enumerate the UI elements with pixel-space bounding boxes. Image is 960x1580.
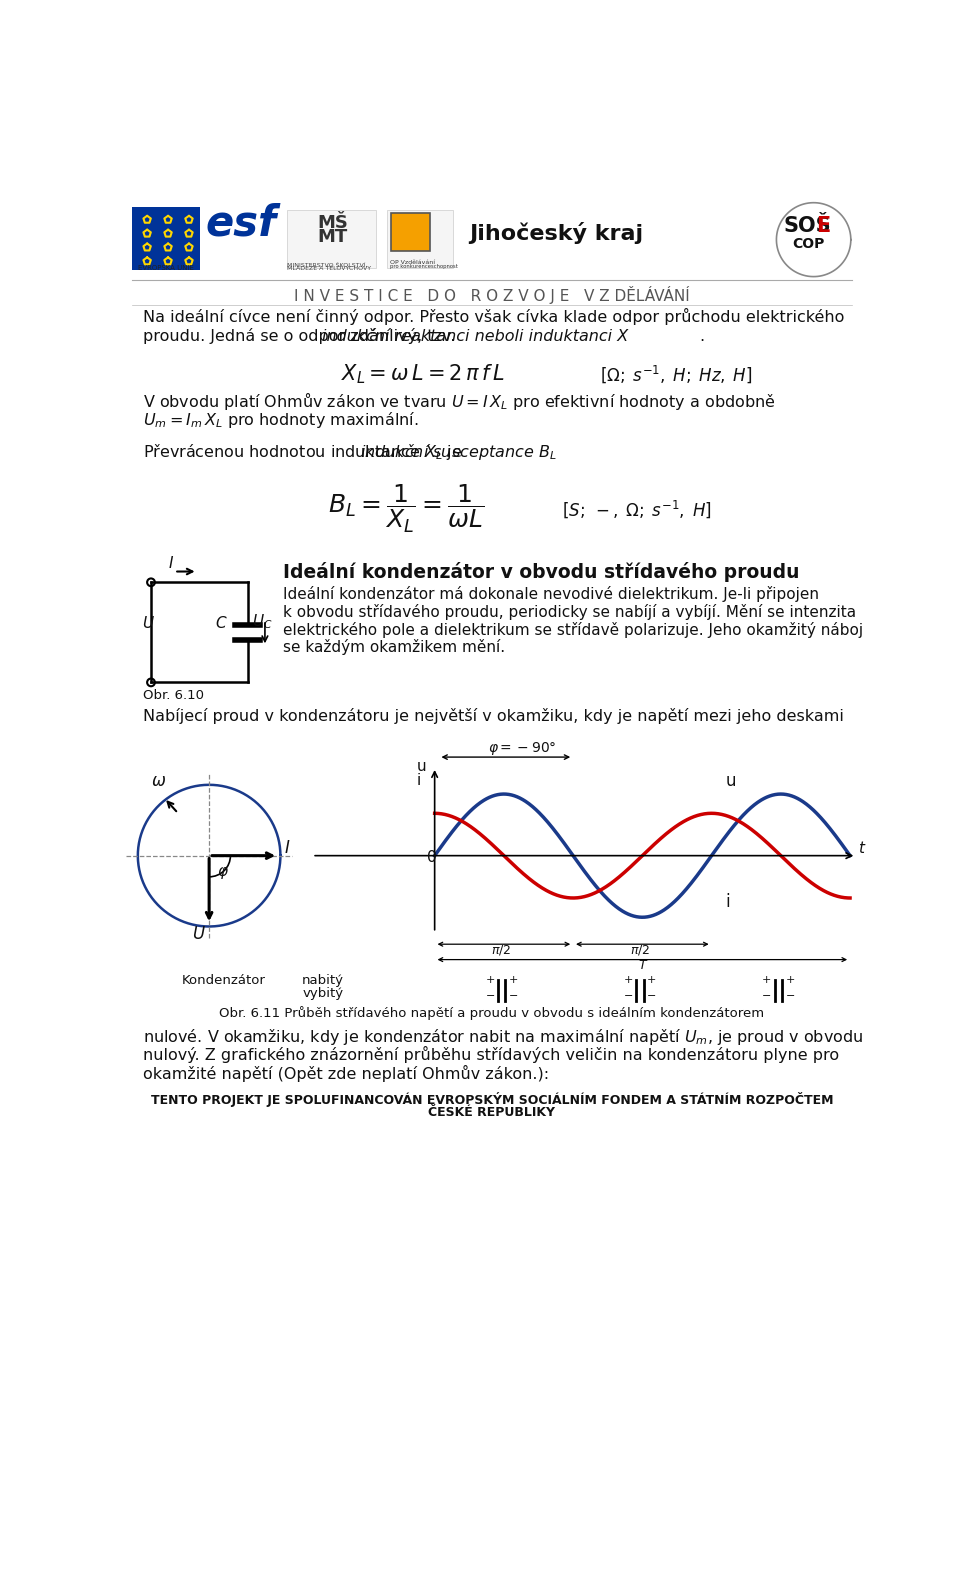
Text: nulové. V okamžiku, kdy je kondenzátor nabit na maximální napětí $U_m$, je proud: nulové. V okamžiku, kdy je kondenzátor n…	[143, 1027, 863, 1048]
Text: $B_L = \dfrac{1}{X_L} = \dfrac{1}{\omega L}$: $B_L = \dfrac{1}{X_L} = \dfrac{1}{\omega…	[328, 483, 485, 536]
Text: $T$: $T$	[638, 959, 649, 972]
Text: $+$: $+$	[761, 973, 772, 984]
Text: se každým okamžikem mění.: se každým okamžikem mění.	[283, 640, 505, 656]
Text: MT: MT	[318, 228, 348, 246]
Text: Na ideální cívce není činný odpor. Přesto však cívka klade odpor průchodu elektr: Na ideální cívce není činný odpor. Přest…	[143, 308, 845, 325]
Text: MINISTERSTVO ŠKOLSTVÍ,: MINISTERSTVO ŠKOLSTVÍ,	[287, 262, 368, 267]
Text: V obvodu platí Ohmův zákon ve tvaru $U = I\,X_L$ pro efektivní hodnoty a obdobně: V obvodu platí Ohmův zákon ve tvaru $U =…	[143, 390, 776, 412]
Text: .: .	[700, 329, 705, 343]
Text: $I$: $I$	[168, 556, 174, 572]
Text: $U_m = I_m\,X_L$ pro hodnoty maximální.: $U_m = I_m\,X_L$ pro hodnoty maximální.	[143, 411, 419, 430]
Text: $-$: $-$	[485, 989, 494, 999]
Text: okamžité napětí (Opět zde neplatí Ohmův zákon.):: okamžité napětí (Opět zde neplatí Ohmův …	[143, 1065, 549, 1082]
Text: Převrácenou hodnotou induktance $X_L$ je: Převrácenou hodnotou induktance $X_L$ je	[143, 442, 464, 461]
Text: $\varphi = -90°$: $\varphi = -90°$	[489, 741, 557, 757]
Text: $t$: $t$	[858, 841, 866, 856]
Text: $\pi/2$: $\pi/2$	[630, 943, 650, 957]
Text: indukční susceptance $B_L$: indukční susceptance $B_L$	[360, 442, 557, 461]
Text: $-$: $-$	[784, 989, 795, 999]
Text: $X_L = \omega\, L = 2\,\pi\,f\,L$: $X_L = \omega\, L = 2\,\pi\,f\,L$	[341, 362, 504, 386]
Text: SOŠ: SOŠ	[783, 216, 831, 235]
Text: $-$: $-$	[761, 989, 772, 999]
Text: $+$: $+$	[623, 973, 634, 984]
Text: esf: esf	[205, 202, 276, 245]
Text: $[\Omega;\; s^{-1},\; H;\; Hz,\; H]$: $[\Omega;\; s^{-1},\; H;\; Hz,\; H]$	[601, 363, 753, 386]
Text: EVROPSKÁ UNIE: EVROPSKÁ UNIE	[138, 264, 194, 270]
Text: vybitý: vybitý	[302, 986, 344, 1000]
Text: MŠ: MŠ	[318, 215, 348, 232]
Text: $+$: $+$	[485, 973, 494, 984]
Text: u: u	[417, 758, 426, 774]
Text: $-$: $-$	[646, 989, 657, 999]
Text: $+$: $+$	[508, 973, 517, 984]
Text: $\pi/2$: $\pi/2$	[492, 943, 512, 957]
Text: Obr. 6.11 Průběh střídavého napětí a proudu v obvodu s ideálním kondenzátorem: Obr. 6.11 Průběh střídavého napětí a pro…	[220, 1006, 764, 1021]
Text: $U$: $U$	[142, 616, 155, 632]
Text: i: i	[726, 893, 730, 912]
Text: u: u	[726, 773, 736, 790]
Text: Ideální kondenzátor má dokonale nevodivé dielektrikum. Je-li připojen: Ideální kondenzátor má dokonale nevodivé…	[283, 586, 819, 602]
Text: Kondenzátor: Kondenzátor	[182, 975, 266, 988]
Text: $U_C$: $U_C$	[252, 611, 273, 630]
Bar	[392, 213, 430, 251]
Text: TENTO PROJEKT JE SPOLUFINANCOVÁN EVROPSKÝM SOCIÁLNÍM FONDEM A STÁTNÍM ROZPOČTEM: TENTO PROJEKT JE SPOLUFINANCOVÁN EVROPSK…	[151, 1092, 833, 1106]
Text: ČESKÉ REPUBLIKY: ČESKÉ REPUBLIKY	[428, 1106, 556, 1119]
Text: k obvodu střídavého proudu, periodicky se nabíjí a vybíjí. Mění se intenzita: k obvodu střídavého proudu, periodicky s…	[283, 604, 856, 619]
Circle shape	[147, 578, 155, 586]
Text: Nabíjecí proud v kondenzátoru je největší v okamžiku, kdy je napětí mezi jeho de: Nabíjecí proud v kondenzátoru je největš…	[143, 708, 844, 724]
Text: $\omega$: $\omega$	[151, 773, 166, 790]
Text: pro konkurenceschopnost: pro konkurenceschopnost	[390, 264, 458, 269]
Text: MLÁDEŽE A TĚLOVÝCHOVY: MLÁDEŽE A TĚLOVÝCHOVY	[287, 267, 372, 272]
Text: elektrického pole a dielektrikum se střídavě polarizuje. Jeho okamžitý náboj: elektrického pole a dielektrikum se stří…	[283, 621, 863, 638]
Text: COP: COP	[793, 237, 825, 251]
Text: $+$: $+$	[784, 973, 795, 984]
Text: $I$: $I$	[284, 839, 291, 858]
Bar	[287, 210, 375, 269]
Text: $[S;\; -,\; \Omega;\; s^{-1},\; H]$: $[S;\; -,\; \Omega;\; s^{-1},\; H]$	[562, 498, 711, 520]
Text: $+$: $+$	[646, 973, 657, 984]
Bar	[388, 210, 453, 269]
Text: indukční reaktanci neboli induktanci X: indukční reaktanci neboli induktanci X	[322, 329, 628, 343]
Text: proudu. Jedná se o odpor zdánlivý, tzv.: proudu. Jedná se o odpor zdánlivý, tzv.	[143, 327, 461, 343]
Text: E: E	[816, 216, 830, 235]
Text: I N V E S T I C E   D O   R O Z V O J E   V Z DĚLÁVÁNÍ: I N V E S T I C E D O R O Z V O J E V Z …	[294, 286, 690, 303]
Text: $C$: $C$	[215, 616, 228, 632]
Text: $-$: $-$	[623, 989, 633, 999]
Text: i: i	[417, 773, 421, 788]
Text: OP Vzdělávání: OP Vzdělávání	[390, 261, 435, 265]
Text: Obr. 6.10: Obr. 6.10	[143, 689, 204, 703]
Text: $\varphi$: $\varphi$	[217, 864, 228, 880]
Text: Jihočeský kraj: Jihočeský kraj	[468, 221, 643, 243]
Circle shape	[147, 678, 155, 686]
Text: $-$: $-$	[508, 989, 517, 999]
Text: $U$: $U$	[192, 924, 206, 943]
Text: nulový. Z grafického znázornění průběhu střídavých veličin na kondenzátoru plyne: nulový. Z grafického znázornění průběhu …	[143, 1046, 839, 1063]
Text: nabitý: nabitý	[302, 975, 344, 988]
Text: Ideální kondenzátor v obvodu střídavého proudu: Ideální kondenzátor v obvodu střídavého …	[283, 562, 800, 583]
Text: 0: 0	[427, 850, 437, 864]
Bar	[132, 207, 200, 270]
